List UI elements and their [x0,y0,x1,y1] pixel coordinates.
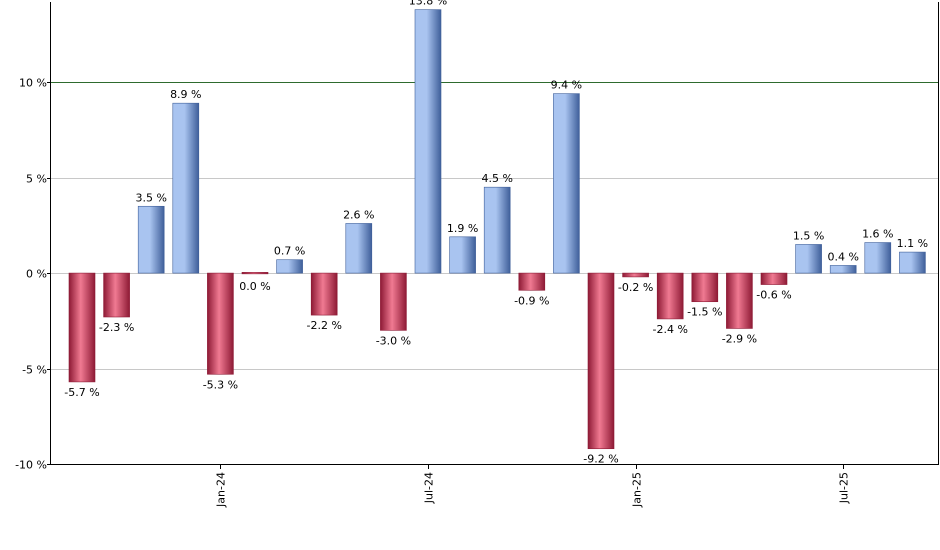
bar [414,9,442,274]
bar-data-label: 9.4 % [551,79,582,92]
bar [172,102,200,274]
bar [380,272,407,331]
bar [691,272,719,303]
bar-data-label: -0.6 % [756,289,791,302]
bar [587,272,615,450]
bar-data-label: 0.0 % [239,280,270,293]
bars [68,9,926,450]
bar-data-label: 0.7 % [274,245,305,258]
bar-data-label: 0.4 % [827,250,858,263]
bar [449,236,476,274]
bar [829,265,857,274]
bar [103,272,130,318]
bar-data-label: -9.2 % [583,453,618,466]
bar [518,272,546,291]
bar [622,272,649,278]
y-tick-label: 10 % [19,77,47,90]
y-tick-label: -10 % [15,459,47,472]
x-tick-label: Jan-24 [215,472,228,508]
bar-data-label: 8.9 % [170,88,201,101]
bar [241,272,269,275]
bar-data-label: -2.3 % [99,321,134,334]
axes: 10 % 5 % 0 % -5 % -10 % Jan-24 Jul-24 Jan-25 Jul… [15,2,939,508]
bar-data-label: 1.9 % [447,222,478,235]
data-labels: -5.7 % -2.3 % 3.5 % 8.9 % -5.3 % 0.0 % 0.7 % -2… [64,0,928,466]
bar [68,272,96,383]
bar-data-label: 2.6 % [343,208,374,221]
bar-data-label: -2.9 % [722,332,757,345]
x-tick-label: Jul-24 [423,472,436,504]
bar-data-label: 1.1 % [897,237,928,250]
bar-data-label: 1.5 % [793,229,824,242]
bar [760,272,788,285]
bar [137,205,165,274]
bar [276,259,303,274]
y-tick-label: 0 % [26,268,47,281]
bar-data-label: 1.6 % [862,228,893,241]
bar [345,223,373,274]
bar-data-label: -3.0 % [376,334,411,347]
bar [726,272,753,329]
bar-data-label: -5.7 % [64,386,99,399]
bar [899,251,926,274]
bar-data-label: 13.8 % [409,0,447,8]
bar-data-label: -2.2 % [306,319,341,332]
bar-data-label: -1.5 % [687,306,722,319]
bar [207,272,234,375]
bar-data-label: -5.3 % [203,378,238,391]
bar [483,186,511,274]
y-tick-label: -5 % [22,364,47,377]
bar-data-label: -0.9 % [514,294,549,307]
bar [553,93,580,274]
bar [310,272,338,316]
y-tick-label: 5 % [26,173,47,186]
bar [864,242,892,274]
bar [656,272,684,320]
bar-data-label: -0.2 % [618,281,653,294]
bar-data-label: -2.4 % [652,323,687,336]
x-tick-label: Jul-25 [838,472,851,504]
x-tick-label: Jan-25 [631,472,644,508]
bar-data-label: 4.5 % [481,172,512,185]
bar-data-label: 3.5 % [135,191,166,204]
bar [795,244,822,274]
